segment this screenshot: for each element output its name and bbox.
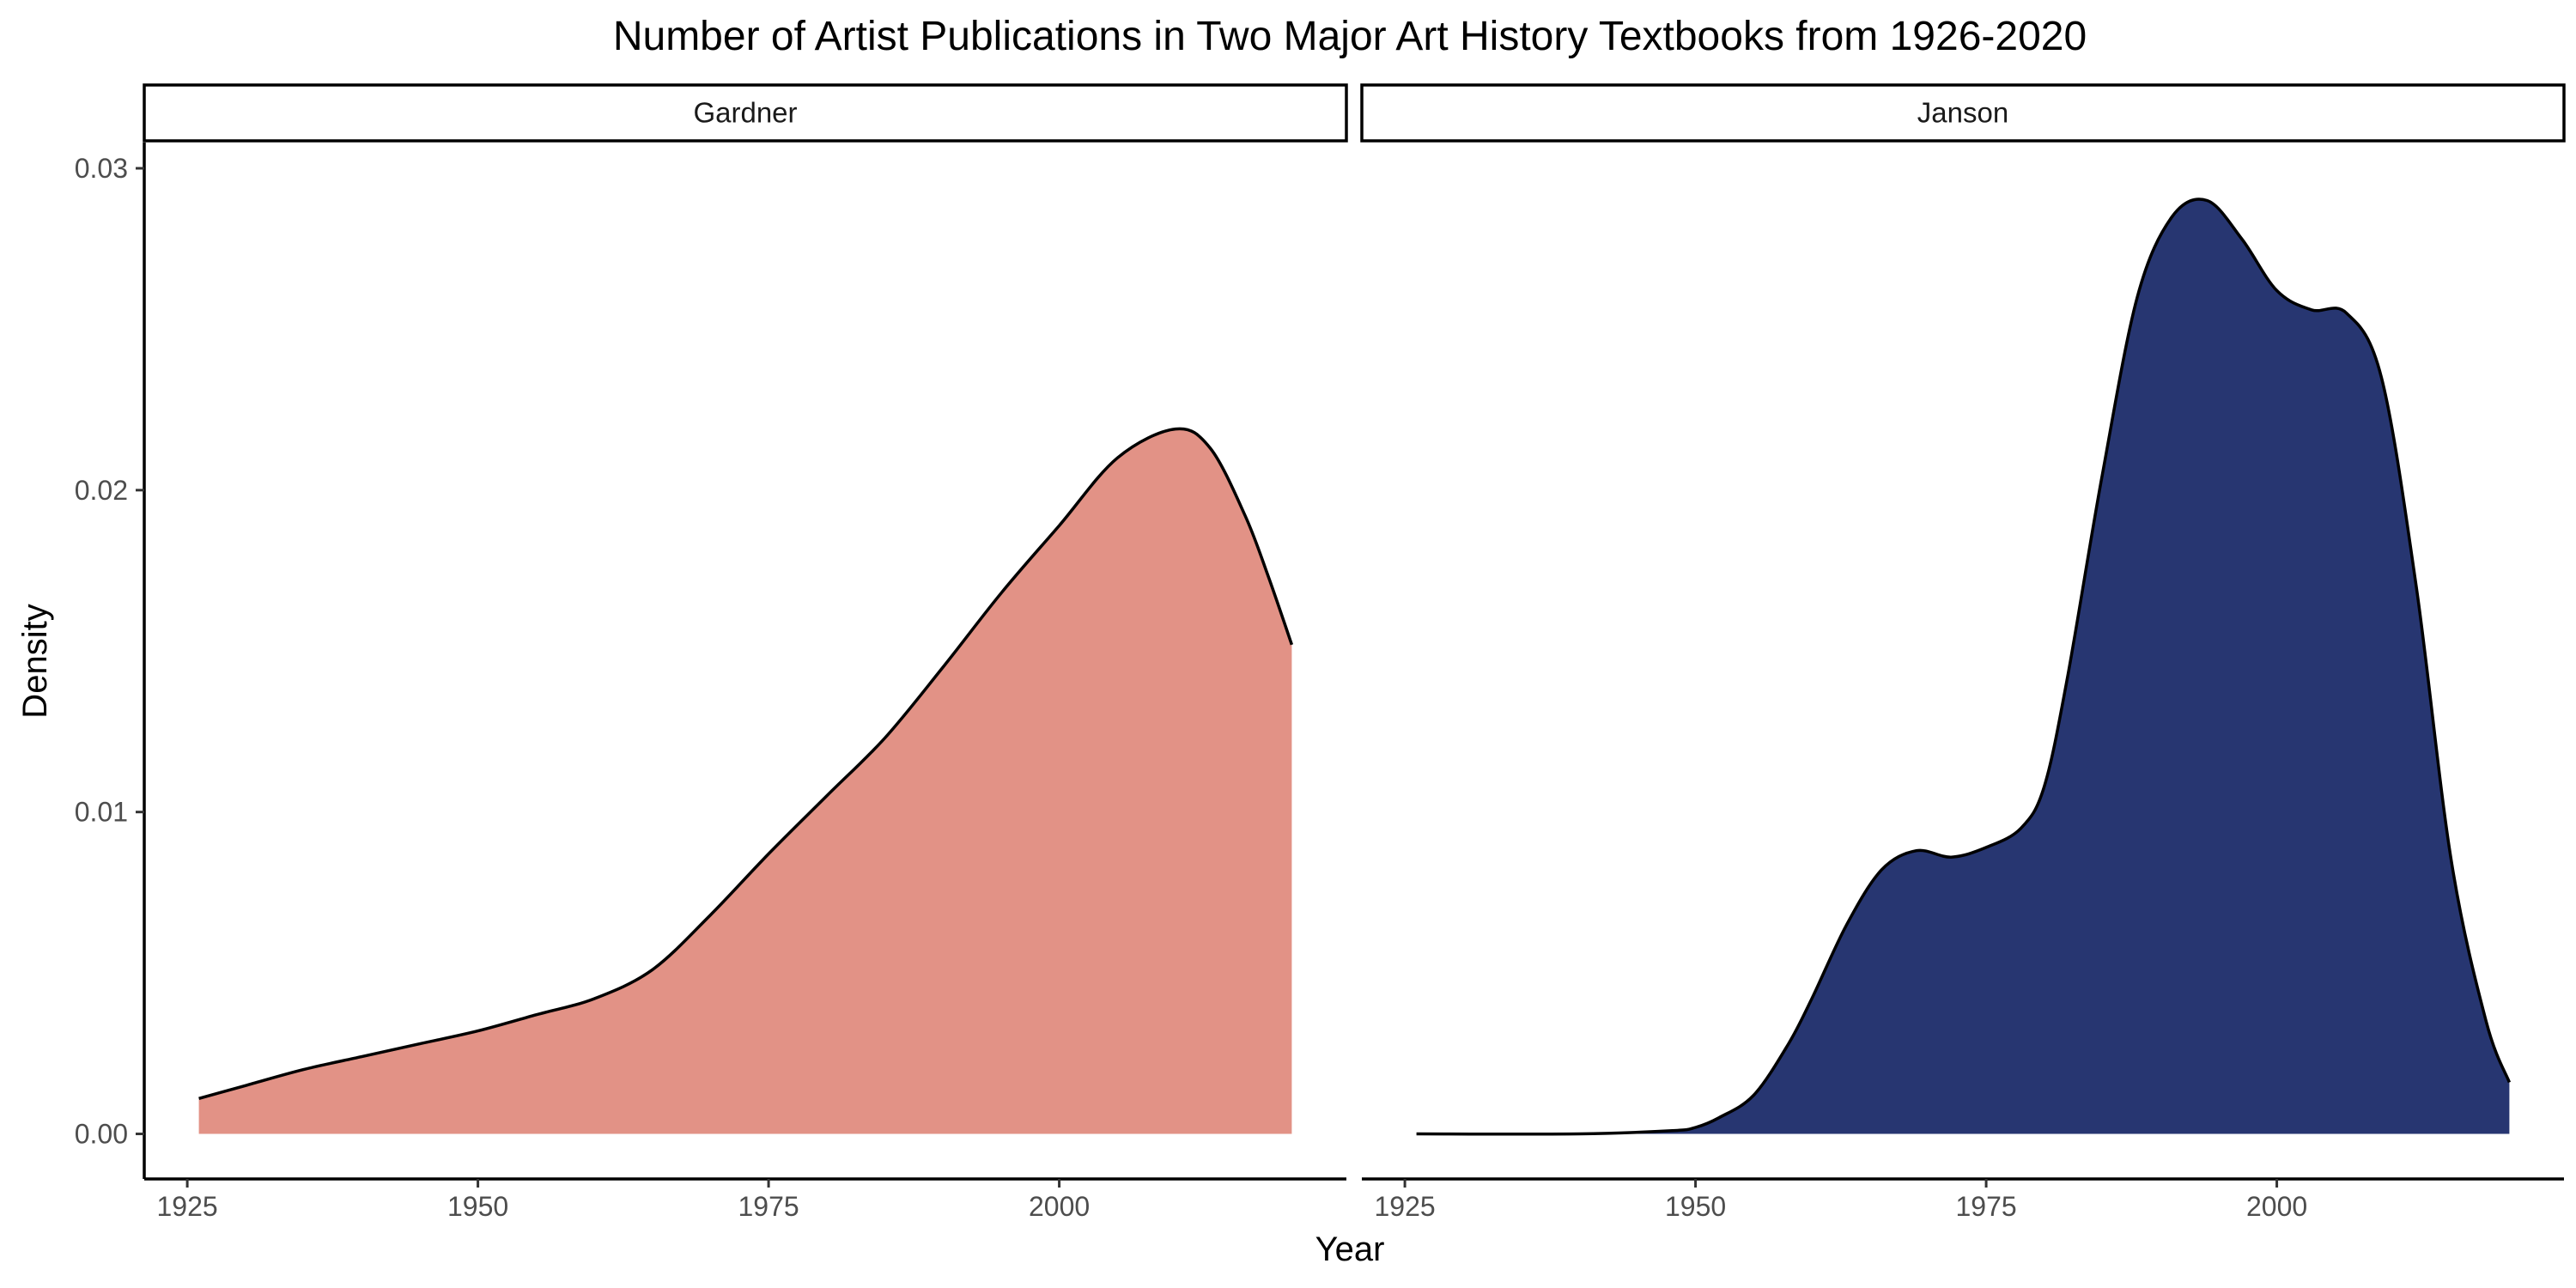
chart-title: Number of Artist Publications in Two Maj… (613, 14, 2087, 59)
density-area (1416, 198, 2510, 1134)
density-area (198, 428, 1292, 1134)
x-tick-label: 1975 (738, 1191, 799, 1222)
y-tick-label: 0.02 (75, 475, 128, 506)
y-axis-title: Density (16, 604, 54, 718)
density-line (198, 427, 1294, 1100)
y-tick-label: 0.01 (75, 797, 128, 828)
facet-strip-label: Gardner (693, 97, 797, 129)
x-tick-label: 1950 (1665, 1191, 1726, 1222)
x-tick-label: 2000 (1029, 1191, 1090, 1222)
y-tick-label: 0.03 (75, 153, 128, 184)
x-tick-label: 2000 (2246, 1191, 2307, 1222)
x-tick-label: 1975 (1955, 1191, 2016, 1222)
facet-strip (143, 83, 1348, 143)
x-tick-label: 1950 (447, 1191, 508, 1222)
panels: Gardner 1925 1950 1975 2000 0.00 0.01 0.02 0.03 J… (75, 83, 2566, 1222)
x-tick-label: 1925 (1375, 1191, 1436, 1222)
density-line (1416, 197, 2512, 1136)
facet-strip (1360, 83, 2566, 143)
x-tick-label: 1925 (157, 1191, 218, 1222)
x-axis-title: Year (1315, 1230, 1385, 1268)
facet-strip-label: Janson (1917, 97, 2008, 129)
y-tick-label: 0.00 (75, 1119, 128, 1150)
panel-janson: Janson 1925 1950 1975 2000 (1360, 83, 2566, 1222)
panel-gardner: Gardner 1925 1950 1975 2000 0.00 0.01 0.02 0.03 (75, 83, 1348, 1222)
